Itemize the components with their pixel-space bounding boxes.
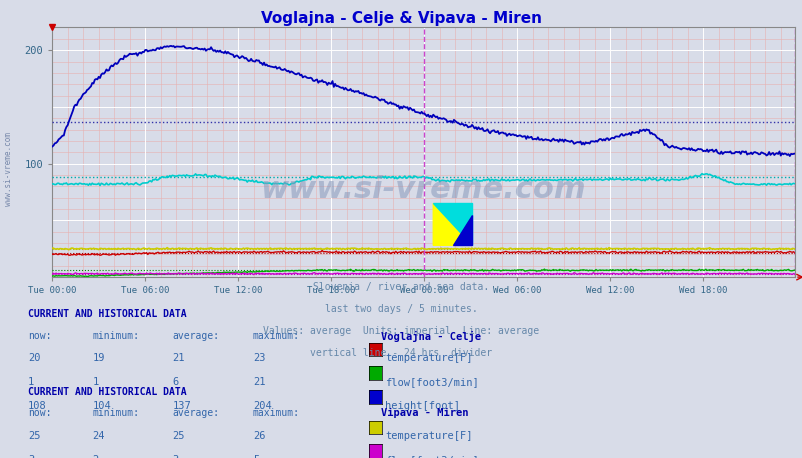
Text: 23: 23 xyxy=(253,353,265,363)
Text: 1: 1 xyxy=(28,377,34,387)
Text: 2: 2 xyxy=(92,455,99,458)
Text: 24: 24 xyxy=(92,431,105,441)
Text: now:: now: xyxy=(28,409,51,419)
Polygon shape xyxy=(433,203,472,245)
Text: minimum:: minimum: xyxy=(92,331,140,341)
Text: 26: 26 xyxy=(253,431,265,441)
Text: www.si-vreme.com: www.si-vreme.com xyxy=(261,175,585,204)
Text: CURRENT AND HISTORICAL DATA: CURRENT AND HISTORICAL DATA xyxy=(28,387,187,397)
Text: now:: now: xyxy=(28,331,51,341)
Text: 20: 20 xyxy=(28,353,41,363)
Polygon shape xyxy=(452,215,472,245)
Text: 137: 137 xyxy=(172,401,191,411)
Text: average:: average: xyxy=(172,331,220,341)
Text: Values: average  Units: imperial  Line: average: Values: average Units: imperial Line: av… xyxy=(263,326,539,336)
Text: Voglajna - Celje & Vipava - Miren: Voglajna - Celje & Vipava - Miren xyxy=(261,11,541,27)
Text: 1: 1 xyxy=(92,377,99,387)
Text: 204: 204 xyxy=(253,401,271,411)
Text: 21: 21 xyxy=(253,377,265,387)
Text: 19: 19 xyxy=(92,353,105,363)
Text: flow[foot3/min]: flow[foot3/min] xyxy=(385,455,479,458)
Text: 3: 3 xyxy=(172,455,179,458)
Text: Slovenia / river and sea data.: Slovenia / river and sea data. xyxy=(313,282,489,292)
Text: Voglajna - Celje: Voglajna - Celje xyxy=(381,331,481,342)
Text: maximum:: maximum: xyxy=(253,331,300,341)
Text: 104: 104 xyxy=(92,401,111,411)
Polygon shape xyxy=(433,203,472,245)
Text: 6: 6 xyxy=(172,377,179,387)
Text: 108: 108 xyxy=(28,401,47,411)
Text: 25: 25 xyxy=(28,431,41,441)
Text: 21: 21 xyxy=(172,353,185,363)
Text: temperature[F]: temperature[F] xyxy=(385,431,472,441)
Text: height[foot]: height[foot] xyxy=(385,401,460,411)
Text: 3: 3 xyxy=(28,455,34,458)
Text: www.si-vreme.com: www.si-vreme.com xyxy=(3,132,13,207)
Text: flow[foot3/min]: flow[foot3/min] xyxy=(385,377,479,387)
Text: vertical line - 24 hrs  divider: vertical line - 24 hrs divider xyxy=(310,348,492,358)
Text: 5: 5 xyxy=(253,455,259,458)
Text: average:: average: xyxy=(172,409,220,419)
Text: 25: 25 xyxy=(172,431,185,441)
Text: CURRENT AND HISTORICAL DATA: CURRENT AND HISTORICAL DATA xyxy=(28,309,187,319)
Text: Vipava - Miren: Vipava - Miren xyxy=(381,409,468,419)
Text: minimum:: minimum: xyxy=(92,409,140,419)
Text: last two days / 5 minutes.: last two days / 5 minutes. xyxy=(325,304,477,314)
Text: maximum:: maximum: xyxy=(253,409,300,419)
Text: temperature[F]: temperature[F] xyxy=(385,353,472,363)
